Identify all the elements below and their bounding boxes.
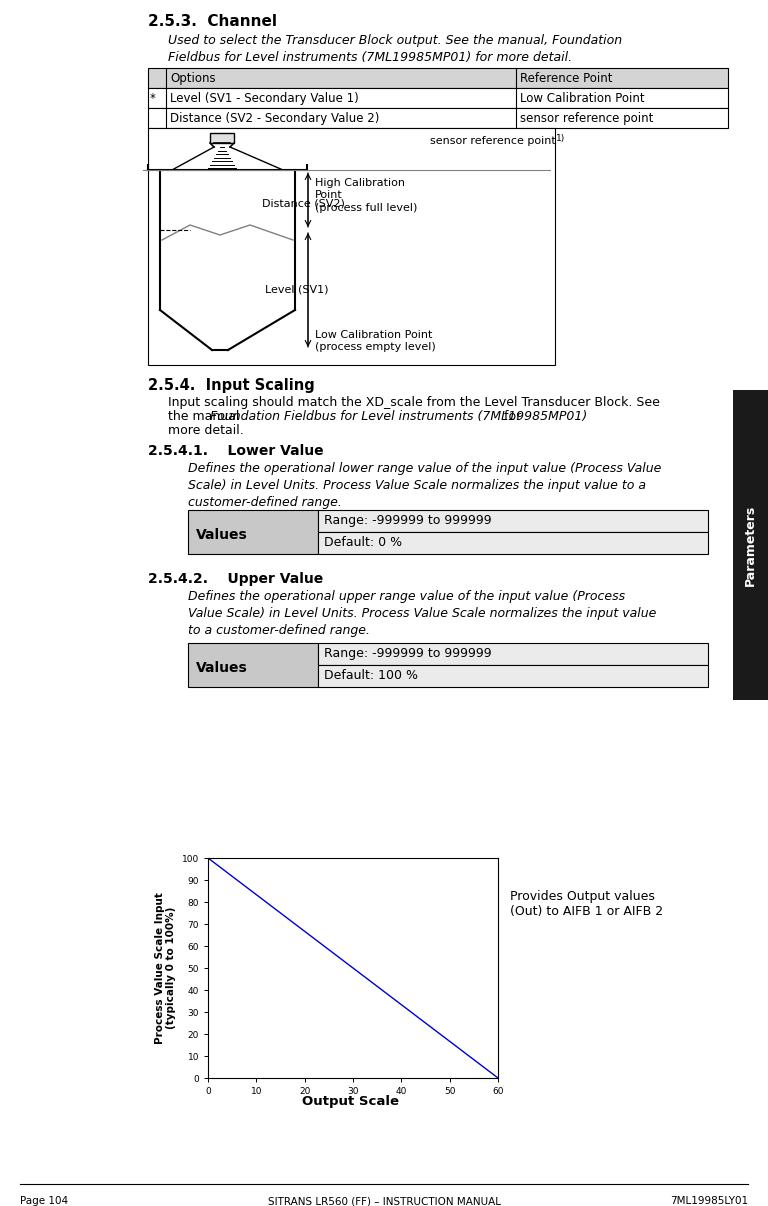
Text: Defines the operational lower range value of the input value (Process Value
Scal: Defines the operational lower range valu…: [188, 462, 661, 509]
Bar: [318, 532, 708, 554]
Text: Distance (SV2): Distance (SV2): [262, 198, 345, 207]
Polygon shape: [162, 226, 293, 349]
Text: Page 104: Page 104: [20, 1196, 68, 1206]
Text: Range: -999999 to 999999: Range: -999999 to 999999: [324, 514, 492, 527]
Text: Range: -999999 to 999999: Range: -999999 to 999999: [324, 646, 492, 660]
Text: sensor reference point: sensor reference point: [430, 136, 556, 146]
Bar: [318, 643, 708, 665]
Text: Output Scale: Output Scale: [302, 1095, 399, 1108]
Text: 2.5.4.  Input Scaling: 2.5.4. Input Scaling: [148, 377, 315, 393]
Text: more detail.: more detail.: [168, 425, 243, 437]
Text: Default: 100 %: Default: 100 %: [324, 669, 418, 683]
Bar: [188, 510, 318, 554]
Text: Low Calibration Point: Low Calibration Point: [520, 92, 644, 105]
Bar: [148, 68, 728, 88]
Text: *: *: [150, 92, 156, 105]
Bar: [148, 88, 728, 109]
Bar: [210, 133, 234, 144]
Text: High Calibration
Point
(process full level): High Calibration Point (process full lev…: [315, 178, 417, 212]
Text: sensor reference point: sensor reference point: [520, 112, 654, 125]
Bar: [318, 510, 708, 532]
Bar: [318, 665, 708, 687]
Text: Parameters: Parameters: [743, 504, 756, 586]
Text: Level (SV1): Level (SV1): [265, 285, 329, 295]
Text: for: for: [500, 410, 521, 423]
Text: Foundation Fieldbus for Level instruments (7ML19985MP01): Foundation Fieldbus for Level instrument…: [210, 410, 588, 423]
Text: Reference Point: Reference Point: [520, 72, 613, 84]
Text: Values: Values: [196, 528, 248, 541]
Text: 2.5.4.2.    Upper Value: 2.5.4.2. Upper Value: [148, 572, 323, 586]
Text: Input scaling should match the XD_scale from the Level Transducer Block. See: Input scaling should match the XD_scale …: [168, 396, 660, 409]
Text: 1): 1): [556, 134, 565, 144]
Bar: [188, 643, 318, 687]
Bar: [148, 109, 728, 128]
Text: Used to select the Transducer Block output. See the manual, Foundation
Fieldbus : Used to select the Transducer Block outp…: [168, 34, 622, 64]
Text: Distance (SV2 - Secondary Value 2): Distance (SV2 - Secondary Value 2): [170, 112, 379, 125]
Text: Values: Values: [196, 661, 248, 675]
Text: the manual: the manual: [168, 410, 243, 423]
Bar: [733, 390, 768, 699]
Text: SITRANS LR560 (FF) – INSTRUCTION MANUAL: SITRANS LR560 (FF) – INSTRUCTION MANUAL: [267, 1196, 501, 1206]
Text: Low Calibration Point
(process empty level): Low Calibration Point (process empty lev…: [315, 330, 435, 352]
Text: Defines the operational upper range value of the input value (Process
Value Scal: Defines the operational upper range valu…: [188, 590, 657, 637]
Text: 2.5.3.  Channel: 2.5.3. Channel: [148, 14, 277, 29]
Text: Provides Output values
(Out) to AIFB 1 or AIFB 2: Provides Output values (Out) to AIFB 1 o…: [510, 890, 663, 918]
Text: Default: 0 %: Default: 0 %: [324, 535, 402, 549]
Y-axis label: Process Value Scale Input
(typically 0 to 100%): Process Value Scale Input (typically 0 t…: [154, 892, 176, 1044]
Bar: [148, 128, 555, 365]
Text: 2.5.4.1.    Lower Value: 2.5.4.1. Lower Value: [148, 444, 323, 458]
Text: 7ML19985LY01: 7ML19985LY01: [670, 1196, 748, 1206]
Text: Options: Options: [170, 72, 216, 84]
Text: Level (SV1 - Secondary Value 1): Level (SV1 - Secondary Value 1): [170, 92, 359, 105]
